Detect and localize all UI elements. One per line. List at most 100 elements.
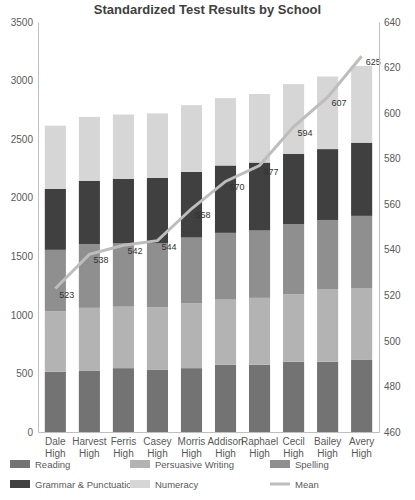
- marks: [45, 56, 372, 432]
- data-label: 544: [161, 242, 176, 252]
- bar: [317, 149, 338, 220]
- tick: 1500: [11, 251, 38, 262]
- legend-label: Reading: [35, 459, 70, 470]
- tick-label-line: High: [283, 448, 304, 459]
- data-label: 538: [93, 255, 108, 265]
- data-label: 523: [59, 290, 74, 300]
- tick-label: 620: [384, 62, 401, 73]
- legend-item: Mean: [270, 479, 319, 490]
- data-label: 542: [127, 246, 142, 256]
- bar: [215, 365, 236, 432]
- tick-label: 3500: [11, 17, 34, 28]
- bar: [45, 311, 66, 371]
- tick: 540: [379, 244, 401, 255]
- tick-label-line: High: [351, 448, 372, 459]
- tick-label-line: Ferris: [111, 436, 137, 447]
- tick-label: 640: [384, 17, 401, 28]
- tick-label: 600: [384, 108, 401, 119]
- tick-label-line: Harvest: [72, 436, 107, 447]
- bar: [147, 307, 168, 370]
- legend-item: Numeracy: [130, 479, 199, 490]
- tick: 600: [379, 108, 401, 119]
- tick-label-line: High: [249, 448, 270, 459]
- bar: [147, 370, 168, 432]
- bar: [113, 179, 134, 243]
- tick-label: 540: [384, 244, 401, 255]
- tick: 3000: [11, 75, 38, 86]
- tick-label-line: Casey: [143, 436, 171, 447]
- legend-swatch: [130, 480, 150, 488]
- tick: CecilHigh: [282, 432, 304, 459]
- bar: [113, 115, 134, 179]
- tick-label-line: High: [215, 448, 236, 459]
- legend-swatch: [130, 460, 150, 468]
- bar: [45, 189, 66, 250]
- bar: [351, 360, 372, 432]
- tick-label: 460: [384, 427, 401, 438]
- tick: 480: [379, 381, 401, 392]
- data-label: 607: [332, 98, 347, 108]
- bar: [181, 368, 202, 432]
- bar: [249, 365, 270, 432]
- bar: [113, 368, 134, 432]
- legend-item: Spelling: [270, 459, 329, 470]
- axis-line: [379, 23, 380, 433]
- data-label: 558: [195, 210, 210, 220]
- tick-label-line: Avery: [349, 436, 374, 447]
- bar: [147, 113, 168, 177]
- tick: HarvestHigh: [72, 432, 107, 459]
- bar: [283, 362, 304, 432]
- tick-label: 520: [384, 290, 401, 301]
- legend-label: Mean: [295, 479, 319, 490]
- bar: [79, 308, 100, 371]
- legend-item: Persuasive Writing: [130, 459, 234, 470]
- bar: [181, 303, 202, 368]
- bar: [79, 371, 100, 433]
- tick-label-line: High: [181, 448, 202, 459]
- bar: [317, 289, 338, 362]
- tick-label-line: Bailey: [314, 436, 341, 447]
- bar: [181, 238, 202, 304]
- legend-label: Numeracy: [155, 479, 199, 490]
- bar-series: [45, 66, 372, 189]
- chart: Standardized Test Results by School52353…: [0, 0, 415, 500]
- tick-label: DaleHigh: [45, 436, 66, 459]
- tick-label: 580: [384, 153, 401, 164]
- tick-label-line: High: [317, 448, 338, 459]
- tick: 640: [379, 17, 401, 28]
- bar: [215, 98, 236, 165]
- legend-label: Persuasive Writing: [155, 459, 234, 470]
- axis: 0500100015002000250030003500: [11, 17, 39, 438]
- tick-label: HarvestHigh: [72, 436, 107, 459]
- tick: 1000: [11, 310, 38, 321]
- tick-label-line: Raphael: [241, 436, 278, 447]
- bar: [249, 298, 270, 365]
- tick-label: MorrisHigh: [178, 436, 206, 459]
- tick: BaileyHigh: [314, 432, 341, 459]
- tick: AddisonHigh: [207, 432, 243, 459]
- bar: [79, 117, 100, 181]
- tick: 2500: [11, 134, 38, 145]
- plot: 5235385425445585705775946076250500100015…: [11, 17, 401, 459]
- tick-label: 500: [384, 336, 401, 347]
- tick: 620: [379, 62, 401, 73]
- data-label: 570: [230, 182, 245, 192]
- tick-label: FerrisHigh: [111, 436, 137, 459]
- bar: [317, 220, 338, 289]
- legend-label: Grammar & Punctuation: [35, 479, 137, 490]
- tick-label: 2500: [11, 134, 34, 145]
- axis: DaleHighHarvestHighFerrisHighCaseyHighMo…: [39, 432, 380, 459]
- bar: [249, 231, 270, 298]
- legend-item: Grammar & Punctuation: [10, 479, 137, 490]
- bar: [215, 233, 236, 300]
- legend-swatch: [270, 483, 290, 486]
- tick-label: 0: [27, 427, 33, 438]
- tick-label-line: Dale: [45, 436, 66, 447]
- tick: 500: [379, 336, 401, 347]
- tick-label-line: Morris: [178, 436, 206, 447]
- tick: 2000: [11, 192, 38, 203]
- tick-label: RaphaelHigh: [241, 436, 278, 459]
- legend-label: Spelling: [295, 459, 329, 470]
- tick: 3500: [11, 17, 38, 28]
- axis-line: [38, 23, 39, 433]
